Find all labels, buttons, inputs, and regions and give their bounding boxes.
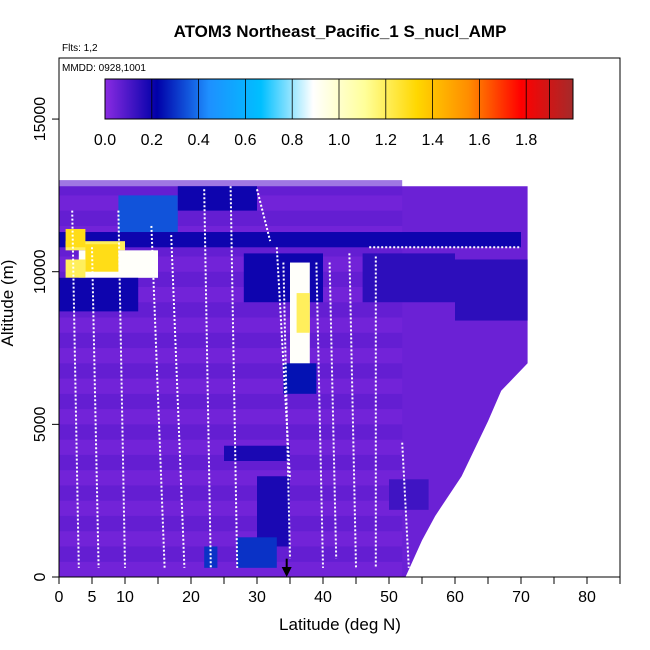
heatmap-band: [59, 546, 403, 562]
x-tick-label: 10: [116, 589, 134, 606]
heatmap-cell: [59, 232, 521, 248]
heatmap-cell: [177, 186, 257, 211]
heatmap-cells: [59, 180, 528, 577]
flight-track: [117, 210, 126, 568]
colorbar-tick-label: 0.0: [94, 132, 116, 149]
flight-track: [91, 247, 100, 568]
heatmap-band: [59, 348, 403, 364]
heatmap-band: [59, 531, 403, 547]
flight-track: [328, 262, 338, 559]
flight-track: [150, 225, 166, 568]
heatmap-band: [59, 317, 403, 333]
flight-track: [275, 247, 291, 480]
heatmap-band: [59, 363, 403, 379]
flight-track: [170, 235, 186, 568]
heatmap-band: [59, 302, 403, 318]
x-axis-label: Latitude (deg N): [279, 615, 401, 634]
heatmap-band: [59, 470, 403, 486]
colorbar-dividers: [151, 79, 550, 119]
x-tick-label: 40: [314, 589, 332, 606]
heatmap-cell: [59, 277, 139, 312]
x-tick-label: 5: [88, 589, 97, 606]
heatmap-cell: [237, 537, 277, 568]
heatmap-band: [59, 378, 403, 394]
heatmap-band: [59, 515, 403, 532]
colorbar-tick-label: 0.2: [141, 132, 163, 149]
heatmap-cell: [257, 476, 290, 547]
flight-track: [203, 189, 212, 568]
heatmap-band: [59, 561, 403, 577]
heatmap-band: [59, 454, 403, 471]
flight-track: [348, 253, 357, 568]
colorbar-tick-label: 0.4: [187, 132, 209, 149]
x-tick-label: 0: [55, 589, 64, 606]
y-tick-label: 15000: [32, 97, 49, 142]
heatmap-cell: [224, 445, 290, 461]
colorbar-tick-label: 0.6: [234, 132, 256, 149]
x-axis: 0 5 10 20 30 40 50 60 70 80: [55, 577, 621, 606]
x-tick-label: 20: [182, 589, 200, 606]
x-tick-label: 50: [380, 589, 398, 606]
colorbar-labels: 0.0 0.2 0.4 0.6 0.8 1.0 1.2 1.4 1.6 1.8: [94, 132, 538, 149]
x-tick-label: 60: [446, 589, 464, 606]
heatmap-cell: [455, 259, 528, 321]
x-tick-label: 80: [578, 589, 596, 606]
flight-track: [256, 189, 272, 242]
chart-title: ATOM3 Northeast_Pacific_1 S_nucl_AMP: [174, 22, 507, 41]
flight-tracks: [71, 186, 521, 577]
colorbar-tick-label: 1.2: [375, 132, 397, 149]
colorbar-tick-label: 1.4: [421, 132, 443, 149]
flights-annotation: Flts: 1,2: [62, 43, 98, 54]
y-axis-label: Altitude (m): [0, 260, 17, 347]
heatmap-cell: [389, 479, 429, 510]
heatmap-cell: [204, 546, 218, 568]
flight-track: [401, 442, 410, 568]
flight-track: [282, 262, 291, 559]
arrow-head: [281, 567, 292, 577]
x-tick-label: 70: [512, 589, 530, 606]
date-annotation: MMDD: 0928,1001: [62, 63, 146, 74]
heatmap-band: [59, 409, 403, 425]
colorbar: 0.0 0.2 0.4 0.6 0.8 1.0 1.2 1.4 1.6 1.8: [94, 78, 574, 149]
heatmap-band: [59, 393, 403, 410]
plot-frame: [58, 57, 621, 578]
x-tick-label: 30: [248, 589, 266, 606]
heatmap-cell: [65, 259, 86, 278]
colorbar-tick-label: 0.8: [281, 132, 303, 149]
flight-track: [315, 262, 324, 568]
heatmap-cell: [283, 363, 317, 394]
heatmap-band: [59, 424, 403, 440]
y-tick-label: 0: [32, 572, 49, 581]
colorbar-tick-label: 1.8: [515, 132, 537, 149]
heatmap-cell: [118, 195, 178, 233]
y-tick-label: 5000: [32, 406, 49, 442]
y-tick-label: 10000: [32, 249, 49, 294]
colorbar-tick-label: 1.0: [328, 132, 350, 149]
heatmap-cell: [362, 253, 455, 303]
flight-track: [71, 210, 80, 568]
y-axis: 0 5000 10000 15000: [32, 97, 59, 581]
heatmap-cell: [296, 293, 310, 333]
heatmap-cell: [65, 228, 86, 248]
colorbar-tick-label: 1.6: [468, 132, 490, 149]
heatmap-band: [59, 500, 403, 516]
heatmap-cell: [85, 244, 119, 272]
heatmap-band: [59, 332, 403, 349]
heatmap-band: [59, 485, 403, 501]
